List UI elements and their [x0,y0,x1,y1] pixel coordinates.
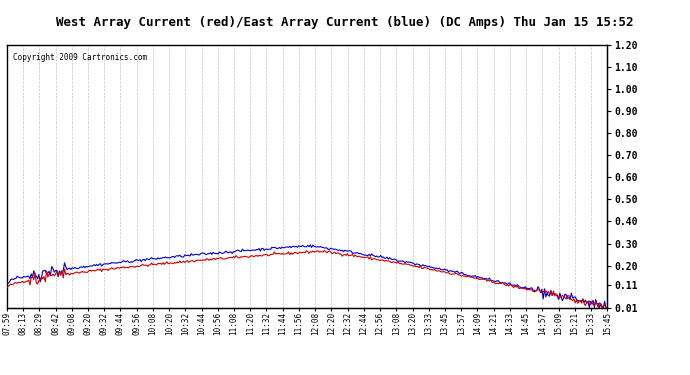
Text: Copyright 2009 Cartronics.com: Copyright 2009 Cartronics.com [13,53,147,62]
Text: West Array Current (red)/East Array Current (blue) (DC Amps) Thu Jan 15 15:52: West Array Current (red)/East Array Curr… [57,16,633,29]
